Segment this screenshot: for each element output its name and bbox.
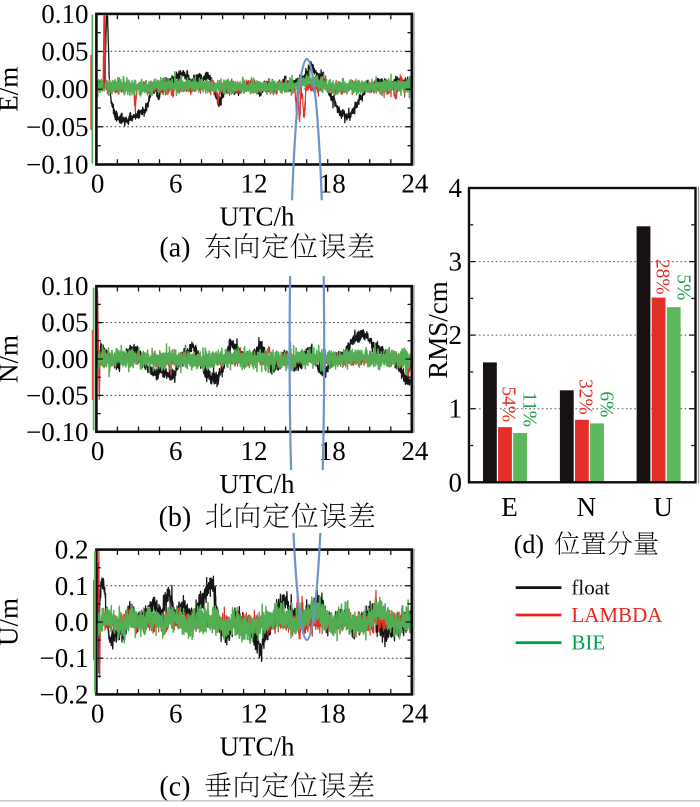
svg-text:0.10: 0.10 xyxy=(41,0,88,29)
svg-text:0.00: 0.00 xyxy=(41,74,88,104)
svg-text:UTC/h: UTC/h xyxy=(219,731,295,761)
svg-text:0.1: 0.1 xyxy=(55,571,89,601)
svg-text:18: 18 xyxy=(319,698,346,728)
svg-text:float: float xyxy=(571,576,610,600)
svg-text:6: 6 xyxy=(169,169,183,199)
svg-text:6: 6 xyxy=(169,698,183,728)
svg-text:12: 12 xyxy=(241,169,268,199)
svg-text:4: 4 xyxy=(449,173,463,203)
svg-text:0.00: 0.00 xyxy=(41,344,88,374)
svg-text:0: 0 xyxy=(91,169,105,199)
svg-text:−0.10: −0.10 xyxy=(26,417,88,447)
svg-text:2: 2 xyxy=(449,320,463,350)
svg-text:E/m: E/m xyxy=(0,67,24,112)
svg-text:UTC/h: UTC/h xyxy=(219,202,295,232)
svg-text:24: 24 xyxy=(401,436,429,466)
svg-text:−0.05: −0.05 xyxy=(26,112,88,142)
svg-text:0: 0 xyxy=(449,467,463,497)
svg-text:12: 12 xyxy=(241,436,268,466)
svg-text:6%: 6% xyxy=(596,391,617,417)
svg-text:54%: 54% xyxy=(498,386,519,422)
svg-text:0: 0 xyxy=(91,436,105,466)
svg-text:(a): (a) xyxy=(159,233,190,264)
svg-text:−0.1: −0.1 xyxy=(40,643,89,673)
svg-text:N/m: N/m xyxy=(0,335,24,383)
svg-text:11%: 11% xyxy=(519,392,540,427)
svg-text:U: U xyxy=(653,492,673,522)
svg-text:0.2: 0.2 xyxy=(55,535,89,565)
svg-text:18: 18 xyxy=(319,169,346,199)
svg-text:RMS/cm: RMS/cm xyxy=(423,281,453,379)
svg-text:0.0: 0.0 xyxy=(55,607,89,637)
svg-text:6: 6 xyxy=(169,436,183,466)
svg-text:U/m: U/m xyxy=(0,598,24,646)
svg-text:(d): (d) xyxy=(514,530,544,559)
svg-text:3: 3 xyxy=(449,247,463,277)
svg-text:BIE: BIE xyxy=(571,631,605,655)
svg-text:24: 24 xyxy=(401,169,429,199)
svg-text:−0.2: −0.2 xyxy=(40,679,89,709)
svg-text:E: E xyxy=(501,492,518,522)
svg-text:12: 12 xyxy=(241,698,268,728)
svg-text:0.10: 0.10 xyxy=(41,271,88,301)
svg-text:−0.05: −0.05 xyxy=(26,380,88,410)
svg-text:UTC/h: UTC/h xyxy=(219,469,295,499)
svg-text:LAMBDA: LAMBDA xyxy=(571,603,663,627)
svg-text:−0.10: −0.10 xyxy=(26,150,88,180)
svg-text:24: 24 xyxy=(401,698,429,728)
svg-text:32%: 32% xyxy=(575,379,596,415)
svg-text:5%: 5% xyxy=(672,274,693,300)
svg-text:(c): (c) xyxy=(159,772,190,803)
svg-text:0.05: 0.05 xyxy=(41,37,88,67)
svg-text:0: 0 xyxy=(91,698,105,728)
svg-text:N: N xyxy=(577,492,597,522)
svg-text:0.05: 0.05 xyxy=(41,308,88,338)
svg-text:(b): (b) xyxy=(159,502,192,533)
svg-text:1: 1 xyxy=(449,394,463,424)
svg-text:28%: 28% xyxy=(651,259,672,295)
